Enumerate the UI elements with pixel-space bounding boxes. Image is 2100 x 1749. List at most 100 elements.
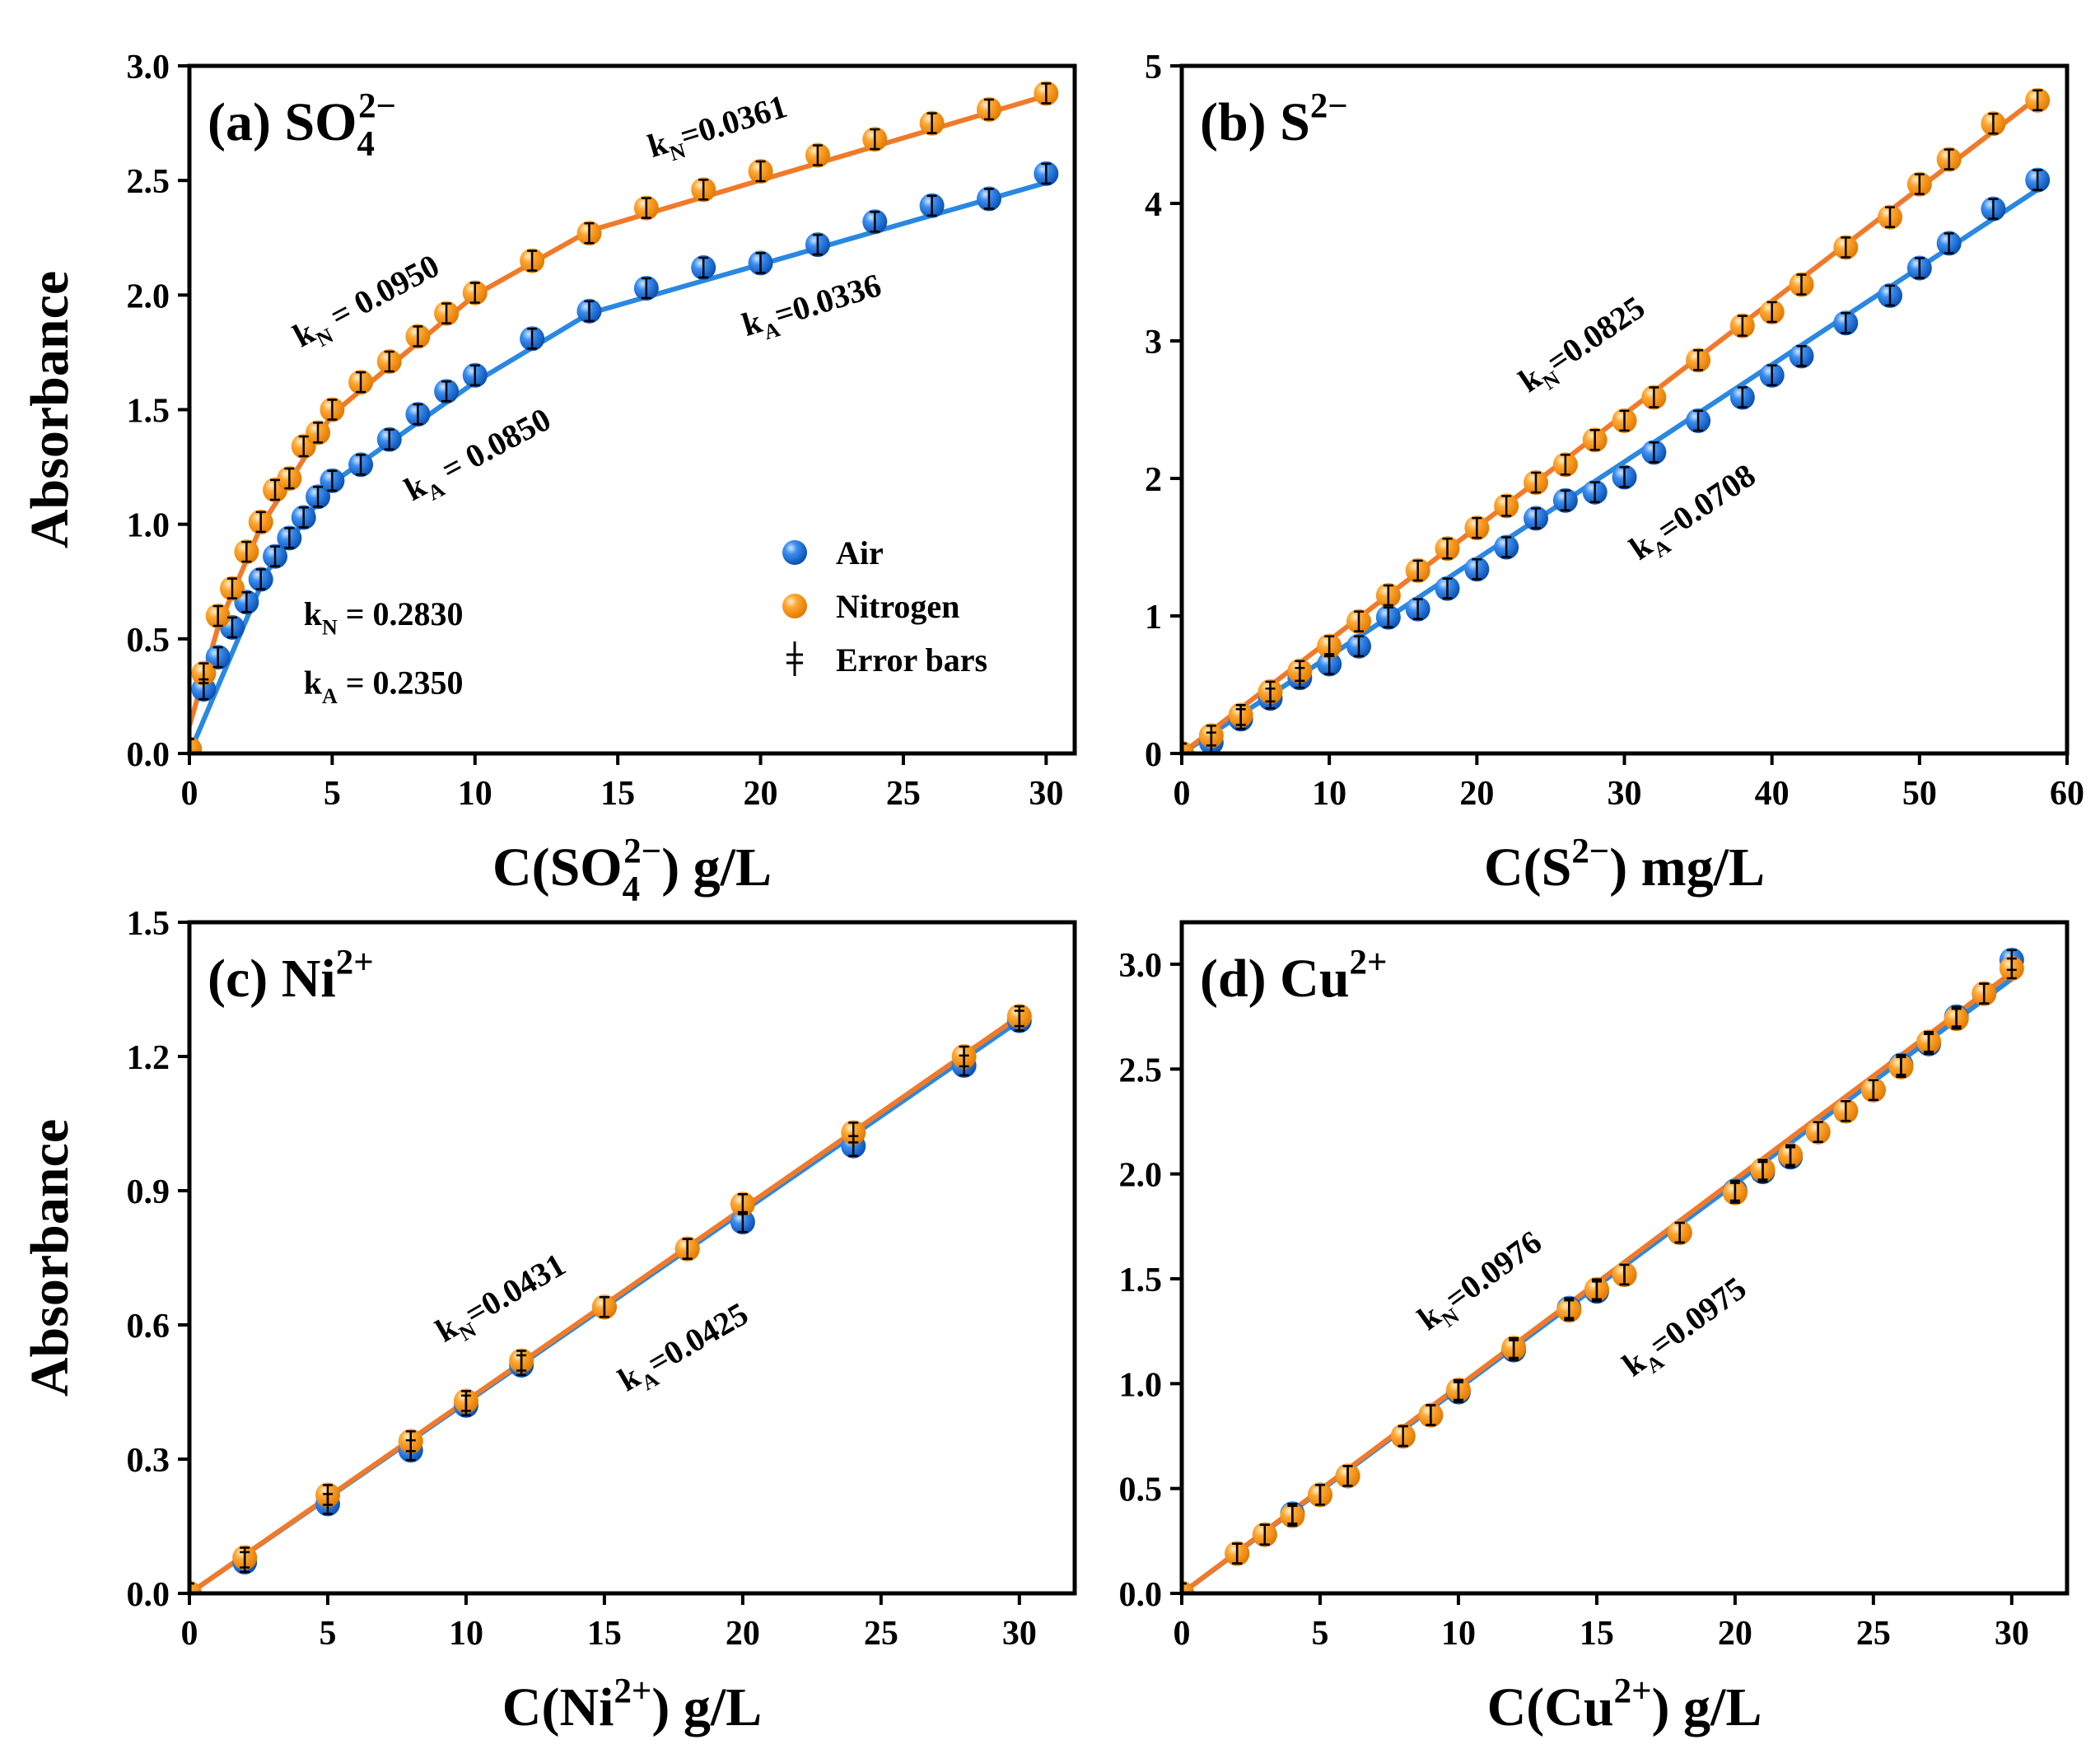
error-bar-nitrogen — [959, 1045, 969, 1068]
y-tick-label-b: 0 — [1145, 736, 1162, 774]
annotation-b-0: kN=0.0825 — [1512, 288, 1655, 404]
y-tick-label-c: 1.2 — [127, 1039, 170, 1077]
data-layer-b — [1182, 87, 2051, 753]
annotation-a-0-sub: N — [322, 615, 338, 639]
error-bar-nitrogen — [1501, 495, 1512, 517]
error-bar-air — [327, 469, 338, 492]
data-layer-c — [189, 1004, 1032, 1593]
error-bar-nitrogen — [737, 1193, 748, 1215]
error-bar-air — [1737, 386, 1748, 408]
data-layer-d — [1182, 947, 2024, 1593]
x-axis-title-d-sup: 2+ — [1614, 1672, 1652, 1710]
error-bar-nitrogen — [356, 371, 366, 394]
error-bar-air — [1693, 409, 1704, 432]
annotation-c-1-tail: =0.0425 — [641, 1294, 754, 1381]
x-axis-title-a-sub: 4 — [623, 870, 640, 909]
panel-c: 0 5 10 15 20 25 300.00.30.60.91.21.5(c) Ni2+C(… — [20, 905, 1077, 1737]
error-bar-nitrogen — [1295, 660, 1305, 683]
annotation-a-1-tail: = 0.2350 — [338, 665, 464, 702]
error-bar-air — [313, 486, 324, 508]
y-tick-label-b: 5 — [1145, 49, 1162, 86]
error-bar-nitrogen — [1383, 584, 1393, 607]
error-bar-nitrogen — [405, 1430, 416, 1453]
error-bar-nitrogen — [1564, 1299, 1575, 1322]
x-axis-title-a-main: C(SO — [492, 837, 623, 898]
error-bar-nitrogen — [1924, 1030, 1934, 1053]
error-bar-air — [1841, 312, 1851, 334]
error-bar-air — [1472, 557, 1482, 581]
panel-title-c: (c) Ni2+ — [208, 943, 374, 1009]
y-tick-label-d: 0.5 — [1119, 1471, 1163, 1509]
panel-title-b-main: (b) S — [1200, 92, 1310, 152]
y-tick-label-a: 3.0 — [127, 49, 170, 86]
error-bar-nitrogen — [1619, 1263, 1630, 1286]
error-bar-nitrogen — [1766, 301, 1777, 324]
error-bar-air — [1944, 232, 1954, 254]
y-tick-label-b: 4 — [1145, 186, 1162, 224]
error-bar-nitrogen — [227, 577, 238, 599]
annotation-a-4: kN=0.0361 — [643, 87, 793, 171]
panel-title-a: (a) SO42− — [208, 86, 396, 163]
error-bar-nitrogen — [240, 1546, 250, 1569]
legend-label-2: Error bars — [836, 641, 987, 679]
x-axis-title-a-sup: 2− — [623, 832, 661, 870]
error-bar-nitrogen — [1674, 1221, 1685, 1244]
y-tick-label-c: 1.5 — [127, 905, 170, 943]
annotation-a-1: kA = 0.2350 — [304, 665, 464, 708]
annotation-a-2-tail: = 0.0950 — [317, 247, 446, 338]
annotation-d-0-tail: =0.0976 — [1438, 1223, 1548, 1317]
y-tick-label-a: 1.0 — [127, 507, 170, 545]
panel-title-b-sup: 2− — [1310, 86, 1348, 125]
error-bar-nitrogen — [1951, 1007, 1962, 1030]
panel-title-d-main: (d) Cu — [1200, 949, 1350, 1009]
error-bar-nitrogen — [1988, 112, 1999, 135]
error-bar-nitrogen — [755, 160, 766, 183]
error-bar-nitrogen — [255, 511, 266, 534]
error-bar-nitrogen — [1265, 680, 1276, 703]
error-bar-air — [527, 327, 538, 350]
error-bar-air — [1796, 345, 1807, 367]
point-nitrogen — [189, 736, 202, 753]
annotation-a-4-tail: =0.0361 — [675, 87, 791, 155]
x-tick-label-d: 25 — [1856, 1615, 1891, 1653]
error-bar-nitrogen — [2032, 89, 2043, 111]
axes-frame-d — [1179, 920, 2070, 1596]
error-bar-nitrogen — [1785, 1144, 1796, 1166]
error-bar-nitrogen — [641, 197, 651, 219]
annotation-a-5-tail: =0.0336 — [770, 266, 885, 333]
error-bar-nitrogen — [1472, 516, 1482, 539]
x-axis-title-c: C(Ni2+) g/L — [502, 1672, 762, 1737]
error-bar-nitrogen — [1737, 315, 1748, 337]
y-tick-label-d: 1.0 — [1119, 1366, 1163, 1404]
y-tick-label-c: 0.3 — [127, 1442, 170, 1480]
x-tick-label-b: 10 — [1312, 775, 1346, 813]
error-bar-nitrogen — [1649, 386, 1659, 408]
x-tick-label-c: 5 — [319, 1615, 336, 1653]
annotation-c-1: kA=0.0425 — [612, 1294, 758, 1404]
y-axis-title-c: Absorbance — [20, 1119, 80, 1397]
error-bar-nitrogen — [1813, 1121, 1823, 1143]
error-bar-nitrogen — [384, 350, 394, 373]
fit-line-nitrogen — [1182, 96, 2040, 753]
error-bar-nitrogen — [322, 1484, 333, 1506]
error-bar-nitrogen — [1896, 1056, 1906, 1078]
x-tick-label-c: 30 — [1002, 1615, 1037, 1653]
error-bar-nitrogen — [1259, 1523, 1270, 1546]
error-bar-nitrogen — [1287, 1504, 1298, 1527]
x-tick-label-b: 60 — [2050, 775, 2084, 813]
y-tick-label-d: 2.0 — [1119, 1157, 1163, 1195]
annotation-c-0-tail: =0.0431 — [459, 1246, 572, 1332]
x-tick-label-d: 5 — [1311, 1615, 1328, 1653]
error-bar-air — [1619, 466, 1630, 488]
legend-marker-nitrogen — [782, 594, 807, 618]
y-tick-label-d: 1.5 — [1119, 1262, 1163, 1299]
legend-label-1: Nitrogen — [836, 588, 959, 625]
y-tick-label-a: 2.5 — [127, 163, 170, 201]
error-bar-nitrogen — [599, 1296, 609, 1318]
error-bar-air — [2032, 169, 2043, 191]
error-bar-nitrogen — [1944, 148, 1954, 170]
x-tick-label-d: 0 — [1174, 1615, 1191, 1653]
error-bar-air — [812, 233, 823, 256]
error-bar-nitrogen — [327, 399, 338, 421]
